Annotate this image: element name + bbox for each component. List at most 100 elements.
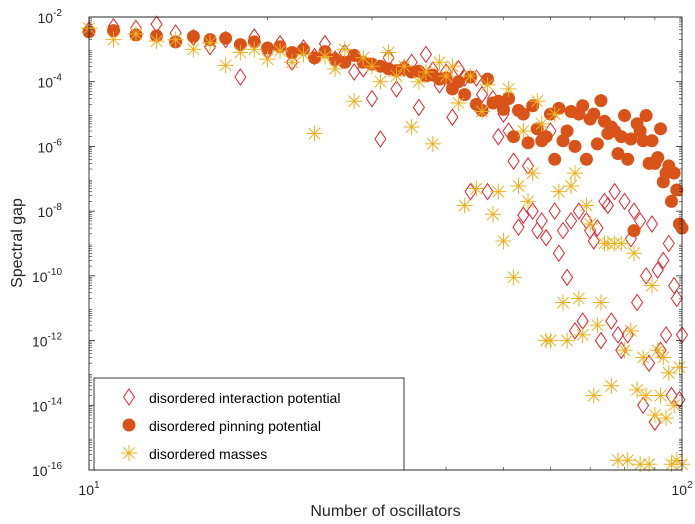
data-point-asterisk [403, 118, 420, 135]
data-point-asterisk [380, 44, 397, 61]
data-point-asterisk [524, 165, 541, 182]
y-tick-label: 10-8 [38, 202, 63, 220]
data-point-diamond [374, 130, 387, 148]
data-point-diamond [560, 268, 574, 287]
data-point-circle [307, 51, 321, 65]
data-point-circle [516, 107, 530, 121]
data-point-circle [458, 88, 472, 102]
data-point-circle [624, 132, 638, 146]
data-point-asterisk [542, 332, 559, 349]
data-point-diamond [446, 108, 459, 127]
data-point-asterisk [574, 326, 591, 343]
data-point-asterisk [346, 93, 363, 110]
data-point-asterisk [372, 73, 389, 90]
data-point-diamond [512, 218, 525, 237]
data-point-asterisk [663, 456, 680, 473]
data-point-diamond [419, 45, 433, 64]
data-point-circle [496, 102, 510, 116]
data-point-asterisk [533, 115, 550, 132]
data-point-diamond [605, 312, 618, 330]
data-point-diamond [412, 98, 425, 117]
data-point-circle [651, 151, 665, 165]
data-point-asterisk [306, 125, 323, 142]
data-point-diamond [587, 232, 600, 250]
data-point-diamond [654, 341, 667, 360]
data-point-asterisk [272, 42, 289, 59]
data-point-asterisk [646, 407, 663, 424]
data-point-circle [548, 152, 562, 166]
data-point-asterisk [652, 387, 669, 404]
y-tick-label: 10-6 [38, 137, 63, 155]
data-point-asterisk [444, 58, 461, 75]
data-point-asterisk [578, 197, 595, 214]
data-point-circle [670, 183, 684, 197]
data-point-diamond [648, 413, 661, 432]
data-point-asterisk [259, 51, 276, 68]
legend-symbol-circle [122, 418, 136, 432]
data-point-asterisk [622, 322, 639, 339]
data-point-asterisk [355, 49, 372, 66]
data-point-asterisk [619, 452, 636, 469]
data-point-diamond [670, 289, 683, 308]
data-point-asterisk [660, 364, 677, 381]
data-point-asterisk [666, 397, 683, 414]
data-point-circle [539, 130, 553, 144]
data-point-asterisk [167, 31, 184, 48]
data-point-circle [645, 134, 659, 148]
data-point-circle [611, 147, 625, 161]
data-point-asterisk [185, 41, 202, 58]
data-point-diamond [630, 293, 644, 312]
data-point-asterisk [563, 177, 580, 194]
data-point-diamond [594, 331, 608, 350]
data-point-asterisk [363, 58, 380, 75]
data-point-diamond [535, 212, 548, 230]
data-point-diamond [673, 390, 686, 409]
data-point-circle [219, 31, 233, 45]
data-point-diamond [608, 182, 621, 201]
legend: disordered interaction potential disorde… [93, 377, 405, 471]
data-point-asterisk [643, 277, 660, 294]
data-point-asterisk [327, 60, 344, 77]
data-point-diamond [365, 89, 379, 108]
data-point-diamond [662, 234, 675, 253]
data-point-asterisk [515, 122, 532, 139]
data-point-circle [639, 109, 653, 123]
data-point-asterisk [316, 48, 333, 65]
data-point-asterisk [474, 103, 491, 120]
data-point-circle [521, 136, 535, 150]
data-point-circle [618, 109, 632, 123]
axes: 101 102 10-1610-1410-1210-1010-810-610-41… [32, 8, 693, 498]
data-point-circle [579, 152, 593, 166]
data-point-asterisk [546, 106, 563, 123]
data-point-asterisk [284, 54, 301, 71]
data-point-asterisk [479, 76, 496, 93]
data-point-diamond [548, 202, 561, 221]
data-point-diamond [526, 202, 539, 221]
data-point-asterisk [668, 452, 685, 469]
data-point-diamond [556, 221, 570, 240]
y-tick-label: 10-10 [32, 267, 62, 285]
data-point-diamond [517, 206, 530, 225]
data-point-diamond [665, 386, 678, 405]
data-point-diamond [659, 325, 673, 344]
data-point-asterisk [505, 269, 522, 286]
data-point-diamond [390, 80, 403, 98]
data-point-diamond [598, 192, 611, 211]
data-point-asterisk [336, 41, 353, 58]
data-point-asterisk [462, 68, 479, 85]
data-point-asterisk [613, 235, 630, 252]
x-tick-label: 101 [78, 480, 100, 498]
data-markers [81, 15, 690, 473]
data-point-diamond [627, 202, 641, 221]
data-point-diamond [642, 354, 656, 373]
data-point-asterisk [417, 63, 434, 80]
data-point-asterisk [456, 197, 473, 214]
legend-symbol-diamond [122, 388, 136, 406]
data-point-asterisk [105, 31, 122, 48]
data-point-circle [186, 29, 200, 43]
data-point-diamond [507, 152, 520, 171]
data-point-circle [667, 166, 681, 180]
data-point-circle [654, 122, 668, 136]
data-point-asterisk [649, 342, 666, 359]
data-point-asterisk [468, 180, 485, 197]
